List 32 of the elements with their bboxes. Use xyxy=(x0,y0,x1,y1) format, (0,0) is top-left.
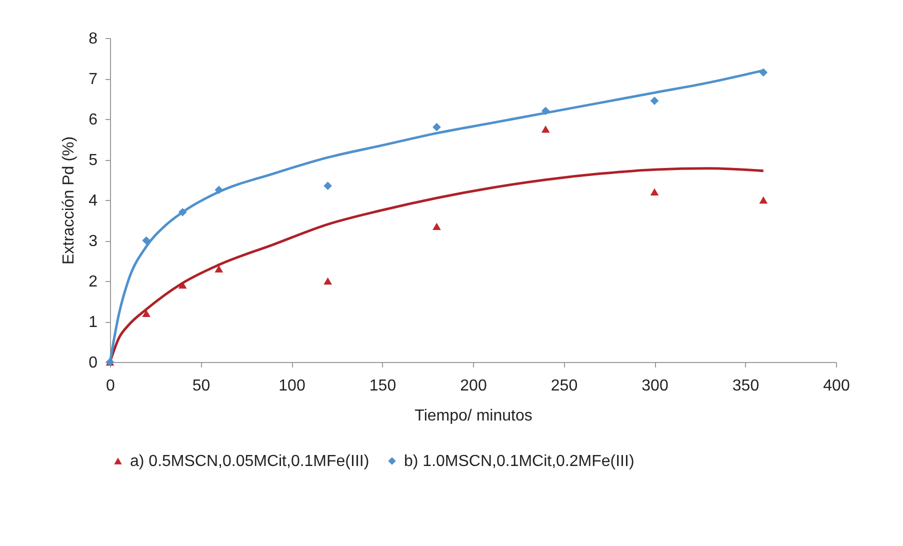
y-tick-label: 4 xyxy=(88,192,98,210)
point xyxy=(214,265,224,272)
point xyxy=(759,196,768,204)
y-tick-label: 2 xyxy=(88,274,98,290)
x-tick-label: 350 xyxy=(732,378,760,394)
y-tick-label: 1 xyxy=(88,314,98,331)
point xyxy=(650,188,659,196)
y-tick-label: 8 xyxy=(88,30,98,48)
x-tick-label: 0 xyxy=(106,378,116,394)
point xyxy=(432,122,441,132)
legend-label: a) 0.5MSCN,0.05MCit,0.1MFe(III) xyxy=(130,453,370,470)
legend-label: b) 1.0MSCN,0.1MCit,0.2MFe(III) xyxy=(404,453,634,470)
point xyxy=(324,277,332,285)
x-tick-label: 50 xyxy=(192,378,210,394)
point xyxy=(142,310,150,318)
y-tick-label: 0 xyxy=(88,354,98,372)
point xyxy=(650,96,659,105)
x-tick-label: 250 xyxy=(550,378,578,394)
point xyxy=(324,182,332,190)
x-axis-title: Tiempo/ minutos xyxy=(414,408,532,424)
x-tick-label: 400 xyxy=(823,378,850,394)
y-tick-label: 6 xyxy=(88,112,98,128)
x-tick-label: 200 xyxy=(460,378,487,394)
y-tick-label: 7 xyxy=(88,71,98,88)
point xyxy=(432,222,441,230)
point xyxy=(541,126,550,133)
x-tick-label: 300 xyxy=(642,378,668,394)
x-tick-label: 150 xyxy=(369,378,396,394)
y-tick-label: 5 xyxy=(88,152,98,169)
x-tick-label: 100 xyxy=(278,378,306,394)
y-axis-title: Extracción Pd (%) xyxy=(60,136,78,265)
y-tick-label: 3 xyxy=(88,233,98,250)
